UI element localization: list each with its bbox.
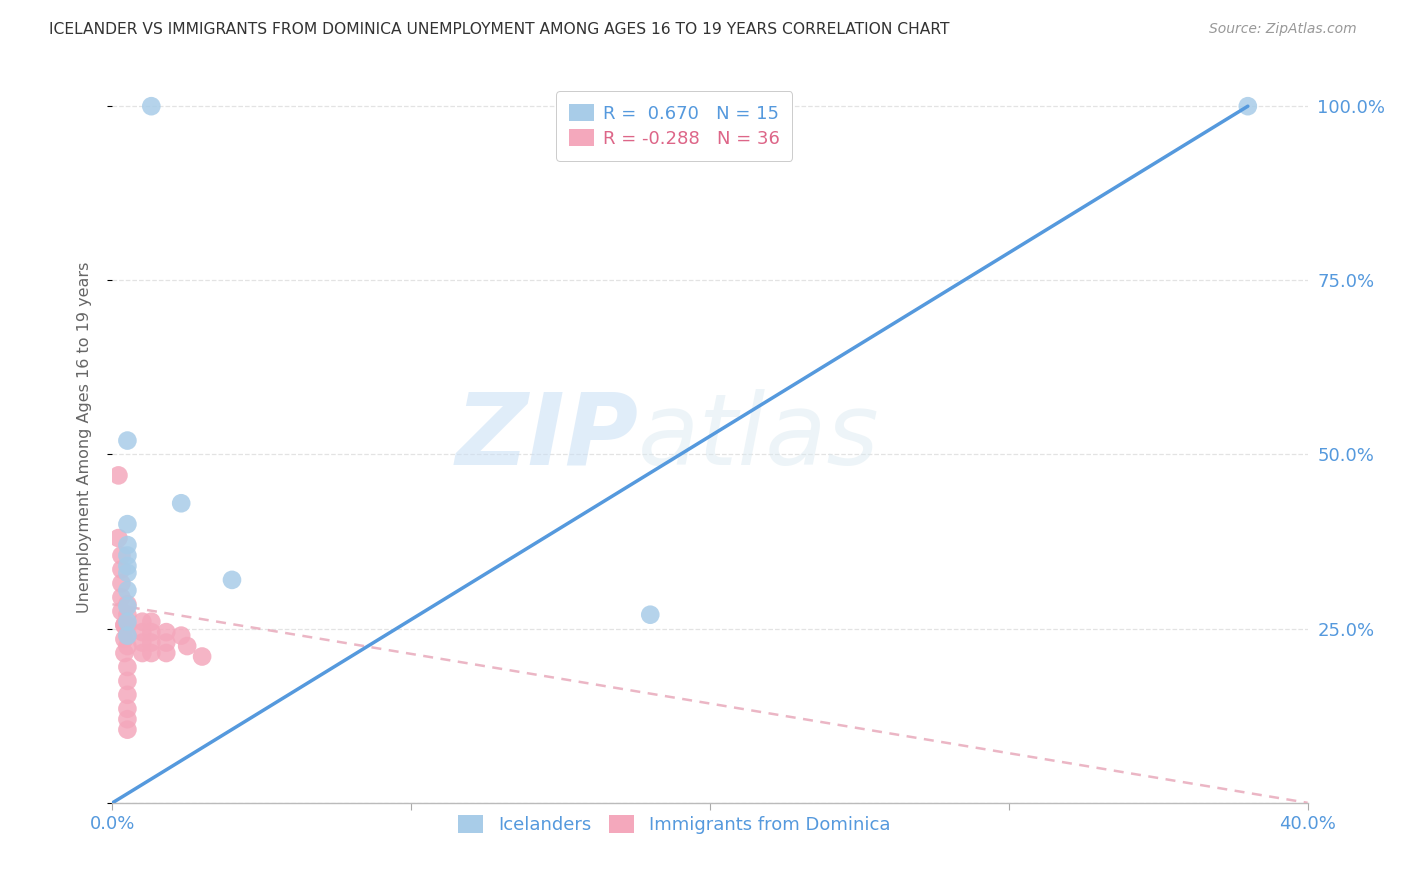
Point xyxy=(1237,99,1260,113)
Point xyxy=(110,576,132,591)
Point xyxy=(114,618,135,632)
Point xyxy=(117,629,139,643)
Point xyxy=(117,517,139,532)
Point xyxy=(114,632,135,646)
Point xyxy=(141,635,163,649)
Point xyxy=(117,639,139,653)
Point xyxy=(221,573,243,587)
Text: ICELANDER VS IMMIGRANTS FROM DOMINICA UNEMPLOYMENT AMONG AGES 16 TO 19 YEARS COR: ICELANDER VS IMMIGRANTS FROM DOMINICA UN… xyxy=(49,22,949,37)
Point xyxy=(191,649,214,664)
Point xyxy=(117,618,139,632)
Point xyxy=(117,597,139,611)
Point xyxy=(117,712,139,726)
Point xyxy=(117,583,139,598)
Point xyxy=(131,615,153,629)
Point xyxy=(131,646,153,660)
Point xyxy=(131,625,153,640)
Text: ZIP: ZIP xyxy=(456,389,638,485)
Point xyxy=(141,99,163,113)
Point xyxy=(107,531,129,545)
Point xyxy=(110,604,132,618)
Legend: Icelanders, Immigrants from Dominica: Icelanders, Immigrants from Dominica xyxy=(447,805,901,845)
Point xyxy=(117,723,139,737)
Point xyxy=(117,688,139,702)
Text: atlas: atlas xyxy=(638,389,880,485)
Point xyxy=(117,599,139,614)
Point xyxy=(117,434,139,448)
Point xyxy=(170,629,193,643)
Point xyxy=(170,496,193,510)
Point xyxy=(117,673,139,688)
Point xyxy=(155,635,177,649)
Point xyxy=(155,625,177,640)
Point xyxy=(117,558,139,573)
Point xyxy=(141,625,163,640)
Point xyxy=(117,702,139,716)
Point xyxy=(117,566,139,580)
Point xyxy=(155,646,177,660)
Point xyxy=(131,635,153,649)
Point xyxy=(176,639,198,653)
Point xyxy=(141,615,163,629)
Point xyxy=(141,646,163,660)
Point xyxy=(640,607,662,622)
Point xyxy=(114,618,135,632)
Point xyxy=(117,538,139,552)
Point xyxy=(117,615,139,629)
Point xyxy=(117,660,139,674)
Point xyxy=(117,549,139,563)
Y-axis label: Unemployment Among Ages 16 to 19 years: Unemployment Among Ages 16 to 19 years xyxy=(77,261,91,613)
Text: Source: ZipAtlas.com: Source: ZipAtlas.com xyxy=(1209,22,1357,37)
Point xyxy=(110,591,132,605)
Point xyxy=(114,646,135,660)
Point xyxy=(107,468,129,483)
Point xyxy=(117,629,139,643)
Point xyxy=(110,562,132,576)
Point xyxy=(110,549,132,563)
Point xyxy=(117,607,139,622)
